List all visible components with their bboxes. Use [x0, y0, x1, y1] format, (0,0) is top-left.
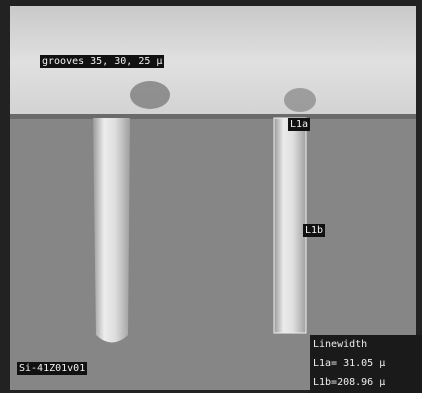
groove-opening	[130, 81, 170, 109]
sem-image-view: grooves 35, 30, 25 µ L1a L1b Si-41Z01v01…	[0, 0, 422, 393]
groove-opening	[284, 88, 316, 112]
groove	[274, 118, 306, 333]
marker-label: L1a	[288, 118, 310, 131]
measurement: L1b=208.96 µ	[313, 373, 422, 392]
marker-label: L1b	[303, 224, 325, 237]
surface-edge	[10, 114, 416, 119]
measurement-panel: Linewidth L1a= 31.05 µ L1b=208.96 µ	[310, 335, 422, 393]
annotation: grooves 35, 30, 25 µ	[40, 55, 164, 68]
measurement: L1a= 31.05 µ	[313, 354, 422, 373]
groove	[93, 118, 130, 343]
panel-title: Linewidth	[313, 335, 422, 354]
sample-id: Si-41Z01v01	[17, 362, 87, 375]
